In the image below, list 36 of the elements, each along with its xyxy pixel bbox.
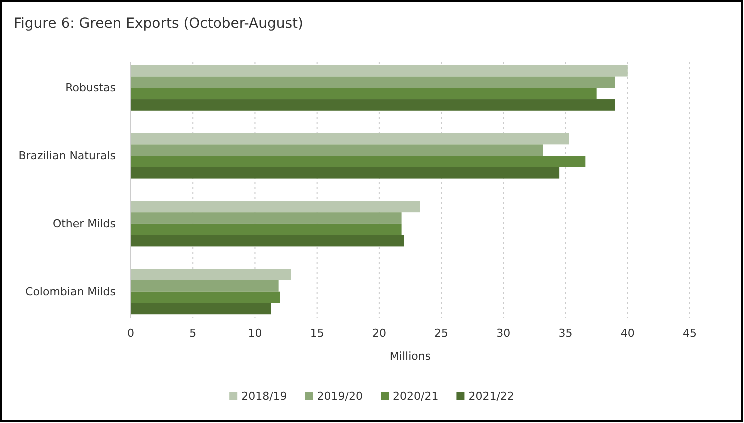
bar [131, 212, 402, 224]
y-tick-label: Robustas [66, 82, 116, 95]
bar [131, 224, 402, 236]
x-tick-label: 5 [190, 326, 197, 340]
bar [131, 303, 272, 315]
x-tick-label: 40 [620, 326, 635, 340]
x-tick-label: 15 [310, 326, 324, 340]
y-tick-label: Other Milds [52, 217, 116, 230]
bar [131, 156, 586, 168]
bar [131, 144, 544, 156]
chart-title: Figure 6: Green Exports (October-August) [14, 16, 304, 32]
bar [131, 235, 404, 247]
legend-label: 2018/19 [242, 390, 288, 403]
bar [131, 133, 570, 145]
legend-label: 2019/20 [317, 390, 363, 403]
bar [131, 292, 280, 304]
x-tick-label: 0 [128, 326, 134, 340]
legend-label: 2021/22 [468, 390, 514, 403]
bar [131, 100, 616, 111]
legend-label: 2020/21 [393, 390, 439, 403]
bar [131, 76, 616, 88]
y-tick-label: Colombian Milds [26, 285, 116, 298]
bar [131, 269, 292, 280]
y-tick-label: Brazilian Naturals [18, 150, 116, 163]
x-tick-label: 45 [683, 326, 697, 340]
bar [131, 167, 560, 179]
x-tick-label: 30 [496, 326, 511, 340]
x-tick-label: 35 [558, 326, 573, 340]
bar [131, 65, 628, 77]
bar [131, 201, 420, 213]
x-axis-title: Millions [390, 350, 432, 363]
bar [131, 88, 597, 100]
x-tick-label: 10 [248, 326, 262, 340]
x-tick-label: 20 [372, 326, 386, 340]
bar [131, 280, 279, 292]
x-tick-label: 25 [434, 326, 449, 340]
